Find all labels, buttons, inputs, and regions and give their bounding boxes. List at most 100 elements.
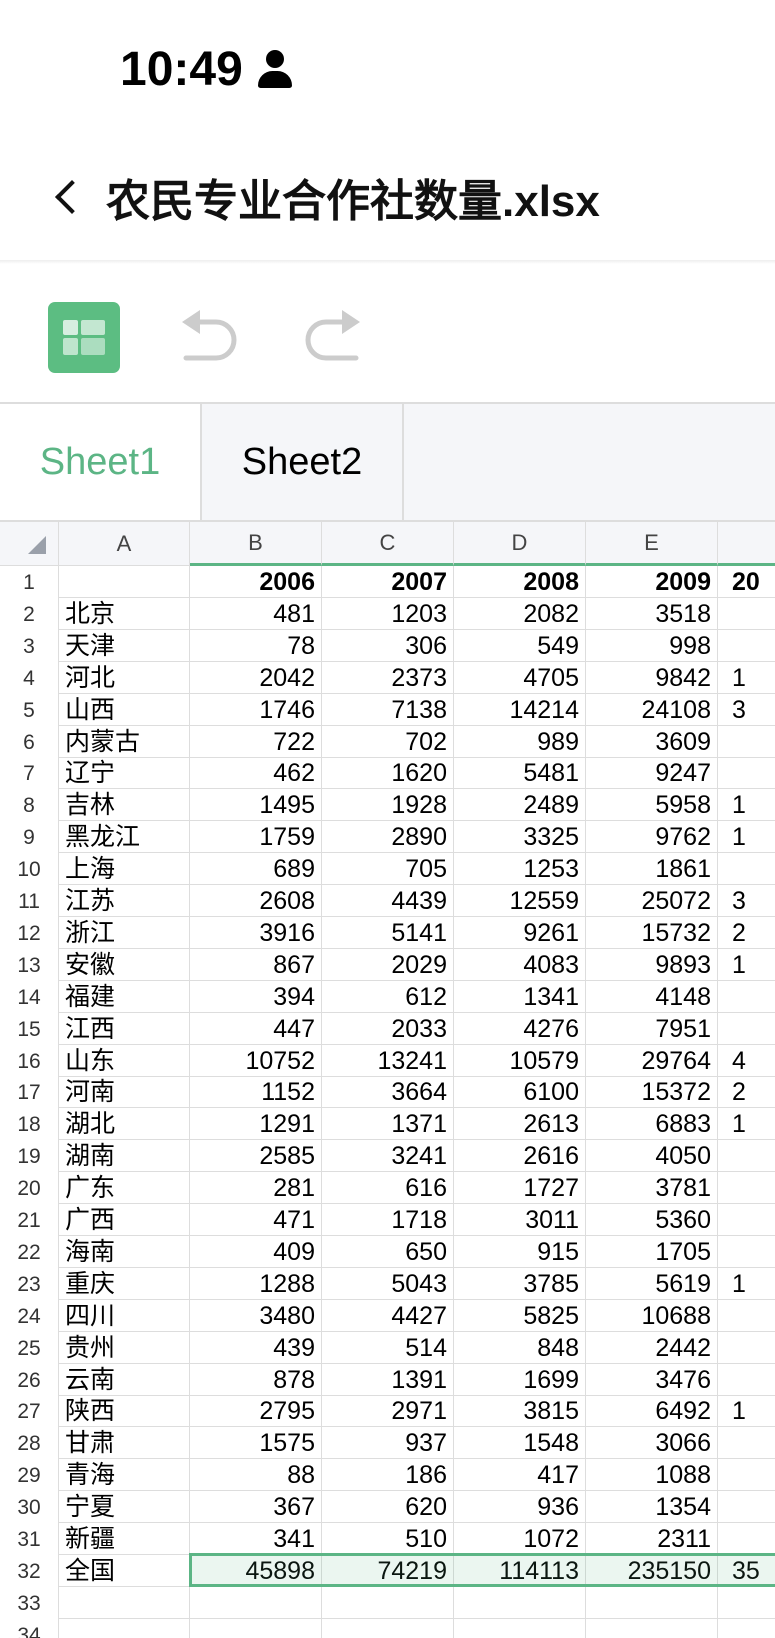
undo-icon[interactable] [180, 308, 242, 364]
table-cell[interactable]: 4427 [322, 1299, 454, 1332]
table-cell[interactable]: 9893 [586, 948, 718, 981]
table-cell[interactable]: 1288 [190, 1267, 322, 1300]
row-number[interactable]: 31 [0, 1523, 59, 1555]
table-cell[interactable]: 4083 [454, 948, 586, 981]
row-number[interactable]: 15 [0, 1012, 59, 1045]
table-cell[interactable] [718, 1523, 775, 1555]
table-cell[interactable]: 2029 [322, 948, 454, 981]
table-cell[interactable]: 7951 [586, 1012, 718, 1045]
table-cell[interactable]: 989 [454, 725, 586, 758]
row-number[interactable]: 21 [0, 1204, 59, 1236]
table-cell[interactable]: 306 [322, 629, 454, 662]
table-cell[interactable] [718, 726, 775, 758]
table-cell[interactable]: 1341 [454, 980, 586, 1013]
table-cell[interactable]: 2489 [454, 789, 586, 822]
table-cell[interactable]: 1746 [190, 693, 322, 726]
table-cell[interactable]: 四川 [59, 1299, 190, 1332]
table-cell[interactable]: 1371 [322, 1108, 454, 1141]
table-cell[interactable]: 481 [190, 597, 322, 630]
row-number[interactable]: 22 [0, 1235, 59, 1268]
table-cell[interactable]: 1253 [454, 853, 586, 886]
table-cell[interactable] [586, 1586, 718, 1619]
table-cell[interactable]: 5825 [454, 1299, 586, 1332]
table-cell[interactable]: 25072 [586, 885, 718, 917]
table-cell[interactable] [718, 1619, 775, 1638]
table-cell[interactable] [718, 853, 775, 885]
table-cell[interactable] [718, 1140, 775, 1172]
row-number[interactable]: 11 [0, 885, 59, 917]
table-cell[interactable]: 上海 [59, 853, 190, 886]
table-cell[interactable]: 2442 [586, 1331, 718, 1364]
table-cell[interactable] [454, 1618, 586, 1638]
table-cell[interactable]: 417 [454, 1459, 586, 1492]
table-cell[interactable]: 2585 [190, 1140, 322, 1173]
table-cell[interactable]: 1705 [586, 1235, 718, 1268]
table-cell[interactable]: 江西 [59, 1012, 190, 1045]
row-number[interactable]: 27 [0, 1395, 59, 1428]
table-cell[interactable]: 3916 [190, 916, 322, 949]
table-cell[interactable]: 北京 [59, 597, 190, 630]
table-cell[interactable] [59, 1586, 190, 1619]
row-number[interactable]: 23 [0, 1267, 59, 1300]
table-cell[interactable]: 998 [586, 629, 718, 662]
table-cell[interactable]: 广西 [59, 1204, 190, 1236]
table-cell[interactable]: 937 [322, 1427, 454, 1460]
table-cell[interactable]: 海南 [59, 1235, 190, 1268]
row-number[interactable]: 18 [0, 1108, 59, 1141]
row-number[interactable]: 8 [0, 789, 59, 822]
table-cell[interactable]: 1203 [322, 597, 454, 630]
table-cell[interactable]: 1548 [454, 1427, 586, 1460]
row-number[interactable]: 5 [0, 693, 59, 726]
row-number[interactable]: 34 [0, 1618, 59, 1638]
table-cell[interactable]: 辽宁 [59, 757, 190, 790]
table-cell[interactable]: 新疆 [59, 1523, 190, 1555]
table-cell[interactable]: 3609 [586, 725, 718, 758]
table-cell[interactable]: 重庆 [59, 1267, 190, 1300]
table-cell[interactable]: 1 [718, 662, 775, 694]
table-cell[interactable]: 宁夏 [59, 1491, 190, 1524]
table-cell[interactable]: 6883 [586, 1108, 718, 1141]
table-cell[interactable]: 114113 [454, 1554, 586, 1587]
table-cell[interactable]: 867 [190, 948, 322, 981]
table-cell[interactable] [718, 981, 775, 1013]
table-cell[interactable]: 5619 [586, 1267, 718, 1300]
table-cell[interactable] [718, 1491, 775, 1523]
chevron-left-icon[interactable] [55, 180, 89, 214]
column-header-c[interactable]: C [322, 522, 454, 566]
row-number[interactable]: 12 [0, 916, 59, 949]
table-cell[interactable]: 1291 [190, 1108, 322, 1141]
table-cell[interactable]: 4705 [454, 661, 586, 694]
table-cell[interactable]: 616 [322, 1172, 454, 1205]
table-cell[interactable]: 29764 [586, 1044, 718, 1077]
table-cell[interactable]: 2 [718, 1076, 775, 1108]
table-cell[interactable]: 1 [718, 1108, 775, 1140]
row-number[interactable]: 1 [0, 566, 59, 598]
row-number[interactable]: 19 [0, 1140, 59, 1173]
table-cell[interactable]: 367 [190, 1491, 322, 1524]
table-cell[interactable]: 黑龙江 [59, 821, 190, 854]
table-cell[interactable]: 1391 [322, 1363, 454, 1396]
table-cell[interactable]: 3066 [586, 1427, 718, 1460]
table-cell[interactable]: 4 [718, 1045, 775, 1077]
row-number[interactable]: 17 [0, 1076, 59, 1109]
table-cell[interactable]: 2616 [454, 1140, 586, 1173]
table-cell[interactable]: 1620 [322, 757, 454, 790]
table-cell[interactable]: 天津 [59, 629, 190, 662]
table-cell[interactable] [322, 1618, 454, 1638]
column-header-d[interactable]: D [454, 522, 586, 566]
table-cell[interactable]: 281 [190, 1172, 322, 1205]
table-cell[interactable]: 9261 [454, 916, 586, 949]
table-cell[interactable] [454, 1586, 586, 1619]
table-cell[interactable]: 1354 [586, 1491, 718, 1524]
table-cell[interactable]: 2890 [322, 821, 454, 854]
table-cell[interactable]: 5043 [322, 1267, 454, 1300]
table-cell[interactable]: 1928 [322, 789, 454, 822]
table-cell[interactable]: 4439 [322, 885, 454, 917]
row-number[interactable]: 20 [0, 1172, 59, 1205]
row-number[interactable]: 6 [0, 725, 59, 758]
table-cell[interactable]: 4148 [586, 980, 718, 1013]
table-cell[interactable]: 447 [190, 1012, 322, 1045]
table-cell[interactable]: 514 [322, 1331, 454, 1364]
table-cell[interactable] [718, 1427, 775, 1459]
table-cell[interactable]: 3480 [190, 1299, 322, 1332]
